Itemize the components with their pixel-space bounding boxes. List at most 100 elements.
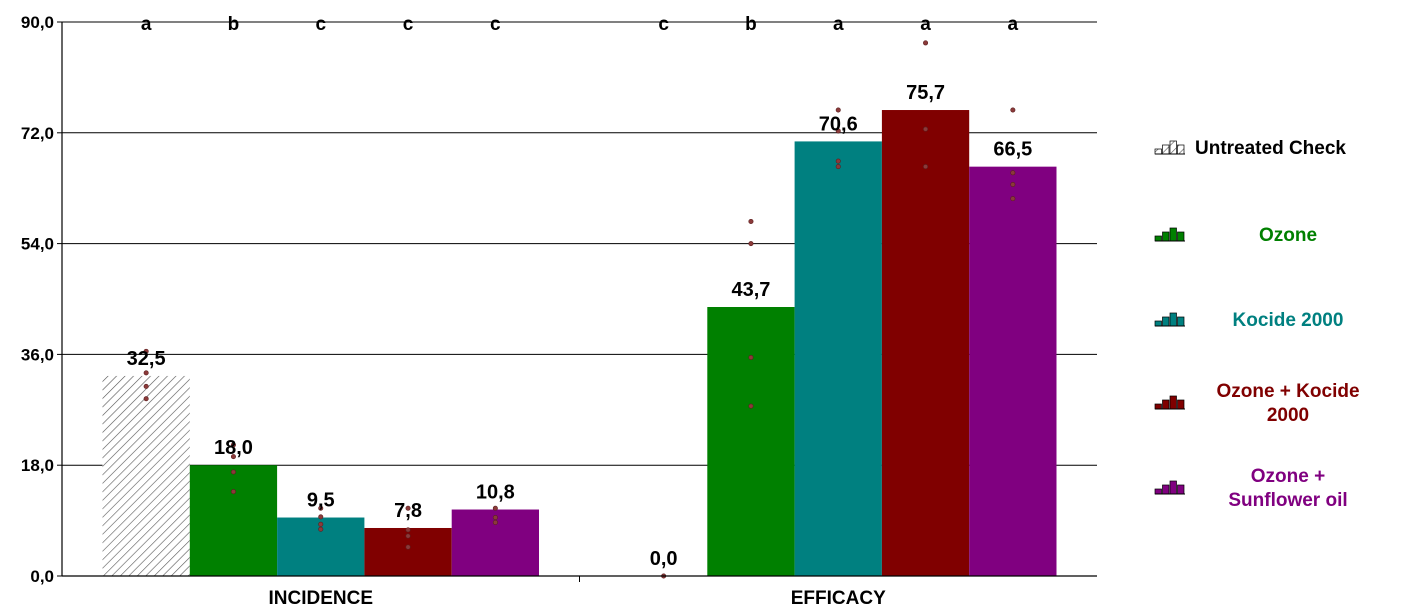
data-point bbox=[748, 403, 754, 409]
data-point bbox=[405, 533, 411, 539]
data-point bbox=[230, 489, 236, 495]
bar bbox=[881, 110, 970, 576]
legend-label: Ozone + Sunflower oil bbox=[1228, 466, 1347, 511]
data-point bbox=[923, 164, 929, 170]
value-labels: 32,5 a 18,0 b 9,5 c 7,8 c 10,8 c 0,0 c 43,7 b 70,6 a 75,… bbox=[127, 14, 1033, 570]
data-label: 7,8 bbox=[394, 500, 422, 522]
legend-label: Ozone bbox=[1259, 225, 1317, 246]
significance-letter: a bbox=[833, 14, 844, 35]
data-label: 32,5 bbox=[127, 348, 166, 370]
legend-swatch bbox=[1169, 395, 1177, 410]
data-point bbox=[1010, 196, 1016, 202]
data-point bbox=[492, 519, 498, 525]
data-point bbox=[405, 544, 411, 550]
data-label: 66,5 bbox=[993, 139, 1032, 161]
legend-label: Kocide 2000 bbox=[1233, 310, 1344, 331]
data-point bbox=[923, 40, 929, 46]
legend-label: Untreated Check bbox=[1195, 138, 1346, 159]
y-tick-label: 90,0 bbox=[21, 13, 54, 32]
data-point bbox=[835, 128, 841, 134]
legend-label: Ozone + Kocide 2000 bbox=[1216, 381, 1359, 426]
data-label: 43,7 bbox=[731, 279, 770, 301]
y-tick-label: 36,0 bbox=[21, 345, 54, 364]
legend-swatch bbox=[1162, 144, 1170, 155]
data-point bbox=[492, 505, 498, 511]
data-label: 70,6 bbox=[819, 113, 858, 135]
data-point bbox=[405, 505, 411, 511]
bar bbox=[707, 307, 795, 576]
y-tick-label: 18,0 bbox=[21, 456, 54, 475]
y-tick-label: 0,0 bbox=[30, 567, 54, 586]
legend-swatch bbox=[1177, 399, 1185, 410]
legend-item: Kocide 2000 bbox=[1154, 310, 1344, 331]
data-point bbox=[923, 126, 929, 132]
data-point bbox=[230, 469, 236, 475]
data-points bbox=[143, 40, 1016, 579]
significance-letter: c bbox=[490, 14, 501, 35]
data-label: 0,0 bbox=[650, 548, 678, 570]
legend: Untreated Check Ozone Kocide 2000 Ozone + K… bbox=[1154, 138, 1360, 511]
significance-letter: c bbox=[403, 14, 414, 35]
legend-swatch bbox=[1154, 148, 1162, 155]
data-label: 75,7 bbox=[906, 82, 945, 104]
data-point bbox=[143, 396, 149, 402]
data-point bbox=[318, 526, 324, 532]
legend-swatch bbox=[1177, 144, 1185, 155]
y-tick-label: 72,0 bbox=[21, 124, 54, 143]
data-point bbox=[318, 521, 324, 527]
data-point bbox=[143, 370, 149, 376]
bar bbox=[189, 465, 278, 576]
legend-swatch bbox=[1169, 312, 1177, 327]
significance-letter: a bbox=[141, 14, 152, 35]
legend-swatch bbox=[1169, 140, 1177, 155]
axes: 90,0 72,0 54,0 36,0 18,0 0,0 INCIDENCE EFFICACY bbox=[21, 13, 1097, 609]
data-point bbox=[1010, 107, 1016, 113]
data-point bbox=[835, 158, 841, 164]
legend-swatch bbox=[1177, 316, 1185, 327]
bar bbox=[969, 166, 1057, 576]
significance-letter: a bbox=[920, 14, 931, 35]
data-point bbox=[405, 527, 411, 533]
legend-item: Ozone + Sunflower oil bbox=[1154, 466, 1348, 511]
significance-letter: b bbox=[745, 14, 757, 35]
data-point bbox=[1010, 182, 1016, 188]
legend-swatch bbox=[1154, 488, 1162, 495]
legend-item: Ozone bbox=[1154, 225, 1317, 246]
legend-swatch bbox=[1177, 231, 1185, 242]
data-point bbox=[230, 454, 236, 460]
bar bbox=[794, 141, 882, 576]
legend-swatch bbox=[1154, 235, 1162, 242]
data-point bbox=[1010, 170, 1016, 176]
data-point bbox=[143, 383, 149, 389]
data-point bbox=[748, 218, 754, 224]
legend-swatch bbox=[1162, 231, 1170, 242]
data-point bbox=[492, 515, 498, 521]
data-point bbox=[835, 164, 841, 170]
bars bbox=[102, 110, 1057, 576]
category-label: INCIDENCE bbox=[268, 588, 373, 609]
legend-swatch bbox=[1177, 484, 1185, 495]
data-label: 10,8 bbox=[476, 482, 515, 504]
data-point bbox=[318, 514, 324, 520]
significance-letter: c bbox=[658, 14, 669, 35]
significance-letter: b bbox=[228, 14, 240, 35]
data-point bbox=[143, 348, 149, 354]
legend-swatch bbox=[1169, 480, 1177, 495]
data-label: 18,0 bbox=[214, 437, 253, 459]
legend-swatch bbox=[1154, 320, 1162, 327]
legend-swatch bbox=[1154, 403, 1162, 410]
data-point bbox=[748, 241, 754, 247]
legend-swatch bbox=[1162, 399, 1170, 410]
category-label: EFFICACY bbox=[791, 588, 886, 609]
data-label: 9,5 bbox=[307, 490, 335, 512]
bar bbox=[102, 375, 190, 576]
data-point bbox=[318, 505, 324, 511]
data-point bbox=[835, 107, 841, 113]
significance-letter: c bbox=[315, 14, 326, 35]
y-tick-label: 54,0 bbox=[21, 235, 54, 254]
data-point bbox=[230, 442, 236, 448]
significance-letter: a bbox=[1008, 14, 1019, 35]
legend-swatch bbox=[1169, 227, 1177, 242]
legend-swatch bbox=[1162, 484, 1170, 495]
